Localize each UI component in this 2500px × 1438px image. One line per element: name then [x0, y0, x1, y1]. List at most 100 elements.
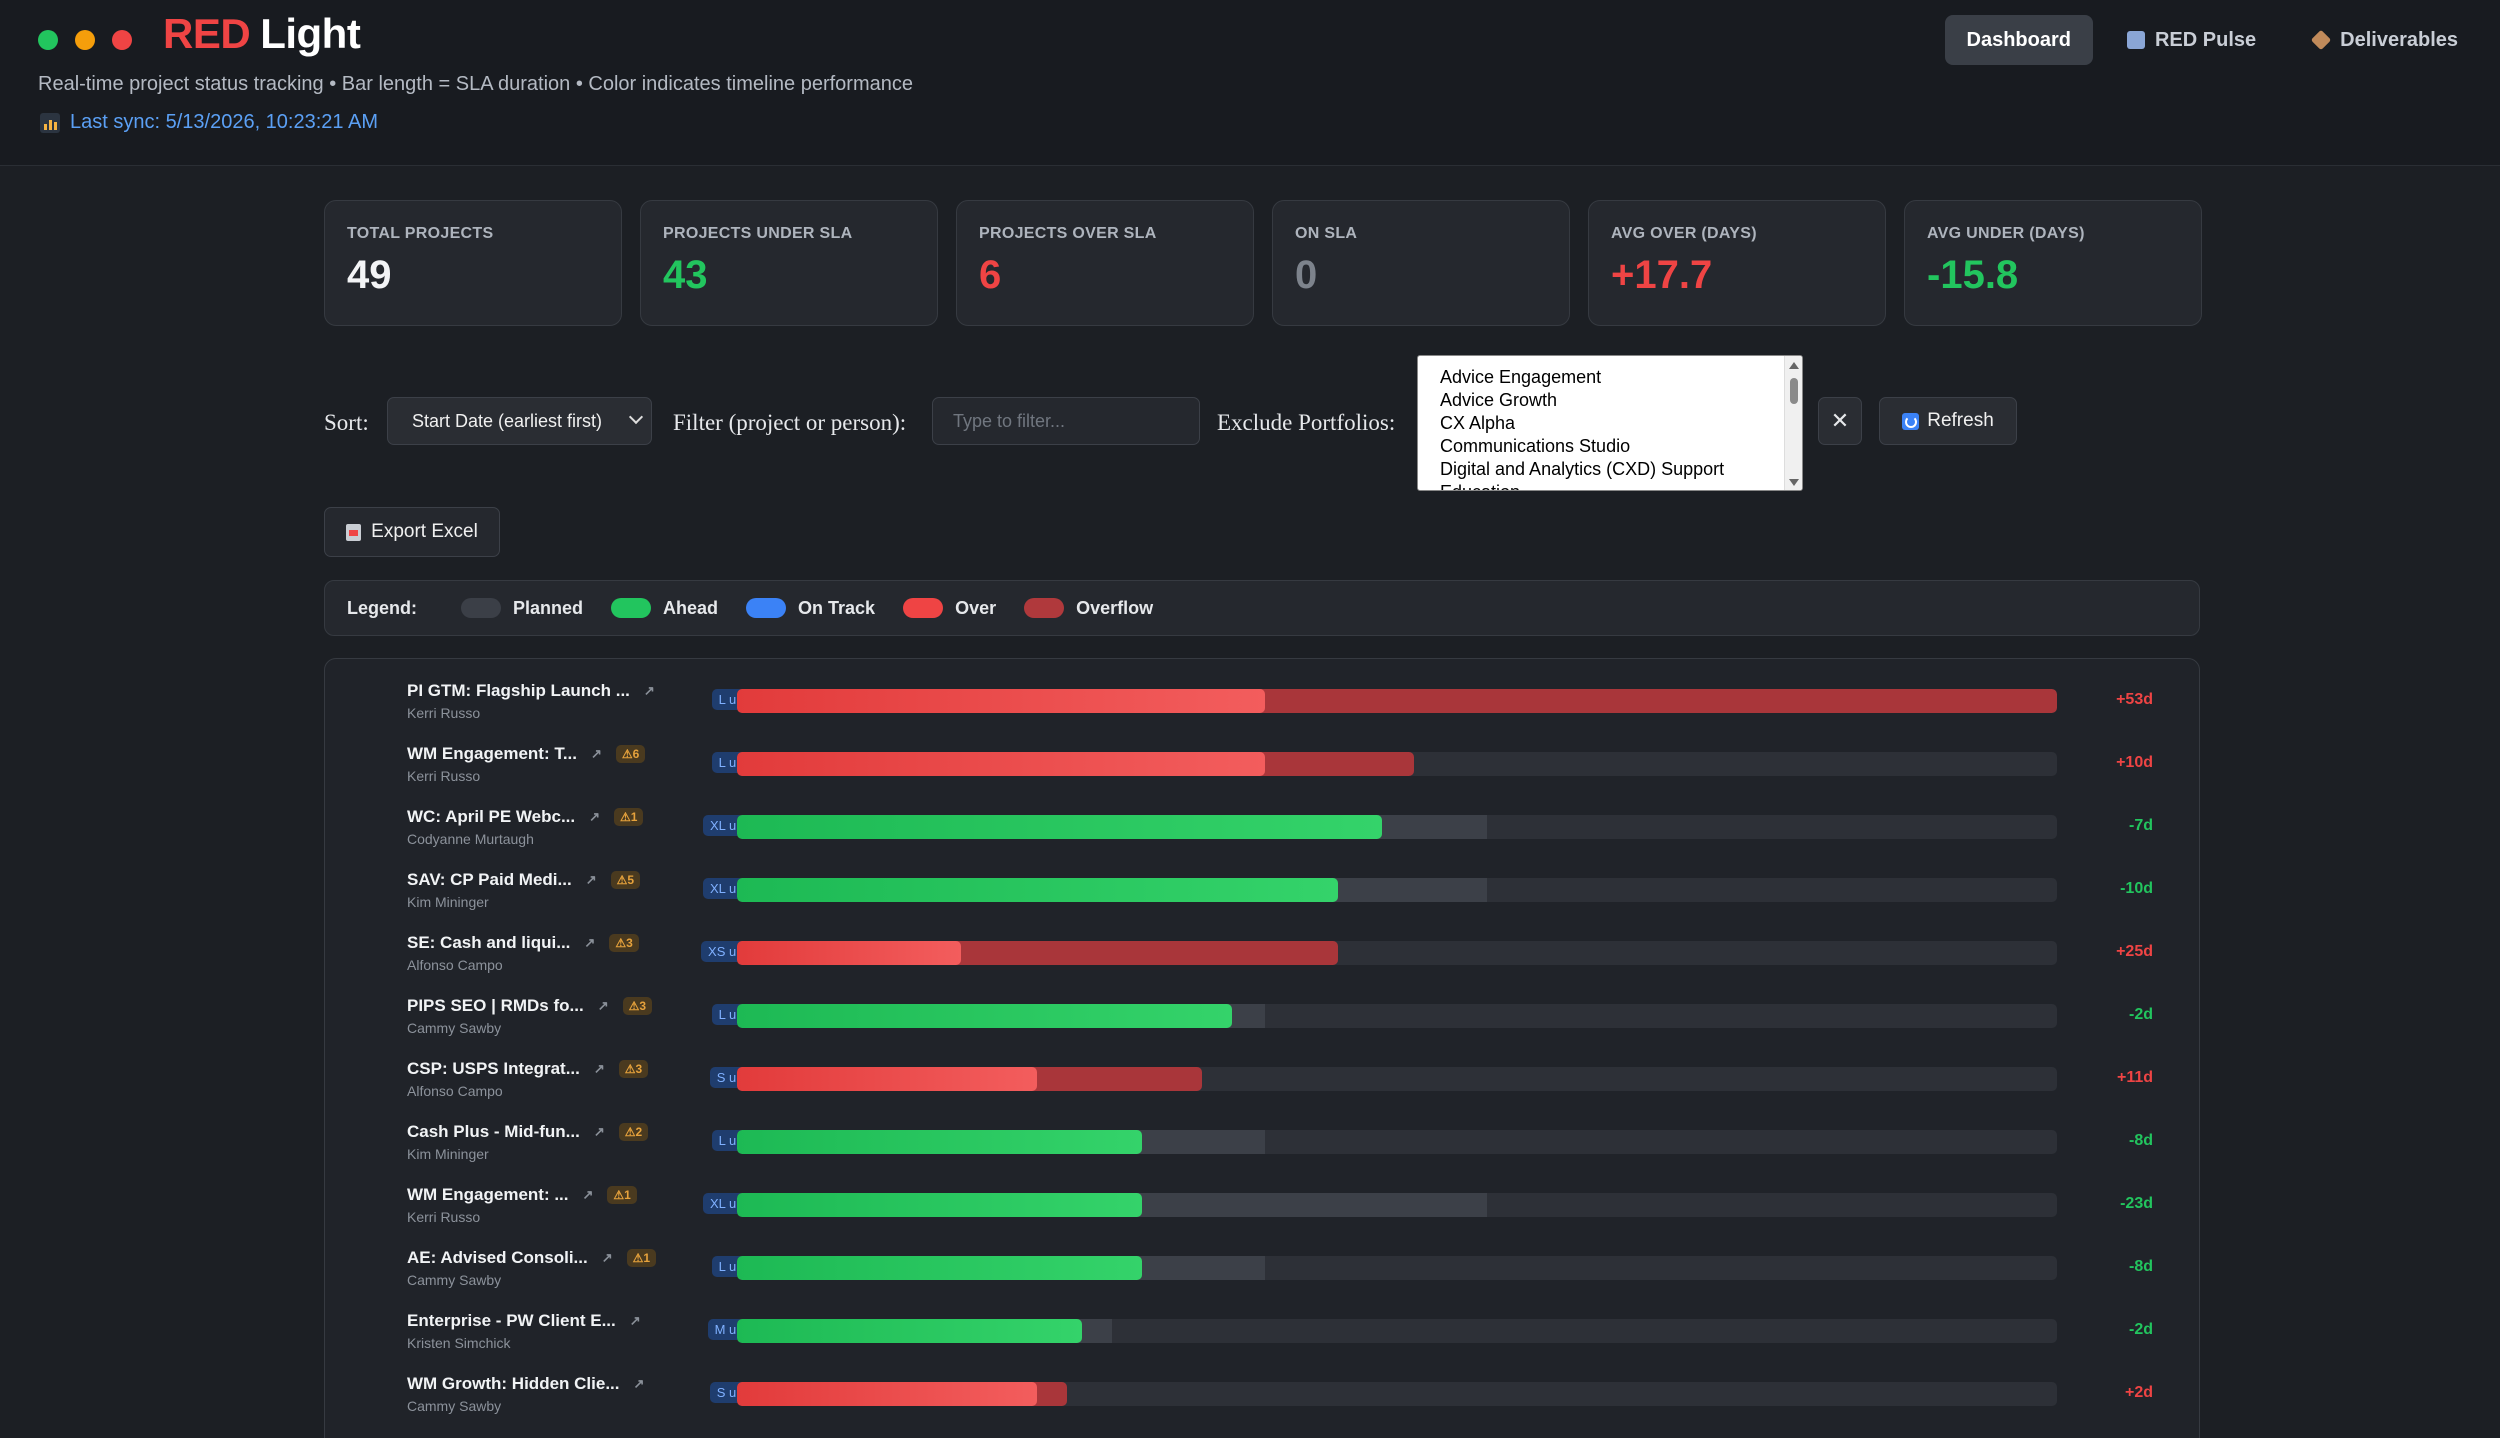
- portfolio-option[interactable]: Education: [1418, 481, 1802, 490]
- bar-ahead: [737, 815, 1382, 839]
- nav-deliverables-label: Deliverables: [2340, 28, 2458, 51]
- listbox-scrollbar[interactable]: [1784, 356, 1802, 490]
- scroll-up-icon[interactable]: [1789, 362, 1799, 369]
- external-link-icon[interactable]: ↗: [591, 746, 602, 761]
- project-row[interactable]: Enterprise - PW Client E... ↗ Kristen Simc…: [325, 1293, 2199, 1356]
- portfolio-option[interactable]: Communications Studio: [1440, 436, 1631, 456]
- external-link-icon[interactable]: ↗: [589, 809, 601, 824]
- timeline-track: [737, 689, 2057, 713]
- project-title[interactable]: WC: April PE Webc... ↗ ⚠1: [407, 807, 644, 827]
- project-owner: Kim Mininger: [407, 894, 489, 910]
- status-dot-red: [112, 30, 132, 50]
- timeline-track: [737, 941, 2057, 965]
- project-title[interactable]: PIPS SEO | RMDs fo... ↗ ⚠3: [407, 996, 653, 1016]
- exclude-portfolios-listbox[interactable]: Advice Engagement Advice Growth CX Alpha…: [1417, 355, 1803, 491]
- filter-placeholder: Type to filter...: [953, 410, 1066, 431]
- project-owner: Codyanne Murtaugh: [407, 831, 534, 847]
- project-owner: Kerri Russo: [407, 705, 481, 721]
- warning-badge: ⚠6: [615, 745, 646, 763]
- external-link-icon[interactable]: ↗: [643, 683, 655, 698]
- timeline-track: [737, 878, 2057, 902]
- sla-delta: +2d: [2124, 1384, 2153, 1401]
- clear-exclusions-button[interactable]: ✕: [1818, 397, 1862, 445]
- external-link-icon[interactable]: ↗: [582, 1187, 594, 1202]
- stat-card-avg-under: Avg Under (Days) -15.8: [1904, 200, 2202, 326]
- legend-item-planned: Planned: [461, 598, 583, 619]
- legend-item-on-track: On Track: [746, 598, 875, 619]
- legend-label: On Track: [798, 597, 876, 618]
- export-excel-button[interactable]: Export Excel: [324, 507, 500, 557]
- stat-label: Total Projects: [347, 225, 494, 242]
- status-dot-amber: [75, 30, 95, 50]
- nav-deliverables[interactable]: Deliverables: [2290, 15, 2480, 65]
- timeline-track: [737, 752, 2057, 776]
- external-link-icon[interactable]: ↗: [597, 998, 609, 1013]
- scroll-down-icon[interactable]: [1789, 479, 1799, 486]
- legend-swatch: [461, 598, 501, 618]
- sort-select[interactable]: Start Date (earliest first): [387, 397, 652, 445]
- sort-select-value: Start Date (earliest first): [412, 410, 603, 431]
- portfolio-option[interactable]: Advice Engagement: [1440, 367, 1602, 387]
- project-title[interactable]: CSP: USPS Integrat... ↗ ⚠3: [407, 1059, 649, 1079]
- external-link-icon[interactable]: ↗: [601, 1250, 613, 1265]
- project-title-text: WM Growth: Hidden Clie...: [407, 1374, 620, 1393]
- exclude-portfolios-label: Exclude Portfolios:: [1217, 410, 1396, 435]
- export-label: Export Excel: [371, 521, 478, 542]
- project-row[interactable]: PI GTM: Flagship Launch ... ↗ Kerri Russo L…: [325, 663, 2199, 726]
- project-title[interactable]: WM Engagement: T... ↗ ⚠6: [407, 744, 646, 764]
- warning-badge: ⚠3: [609, 934, 639, 952]
- project-owner: Kerri Russo: [407, 768, 481, 784]
- external-link-icon[interactable]: ↗: [593, 1061, 605, 1076]
- external-link-icon[interactable]: ↗: [629, 1313, 641, 1328]
- nav-dashboard[interactable]: Dashboard: [1944, 15, 2093, 65]
- timeline-track: [737, 1004, 2057, 1028]
- legend-title: Legend:: [347, 597, 417, 618]
- stat-card-total-projects: Total Projects 49: [324, 200, 622, 326]
- package-icon: [2310, 29, 2332, 51]
- project-title[interactable]: Cash Plus - Mid-fun... ↗ ⚠2: [407, 1122, 649, 1142]
- nav-red-pulse[interactable]: RED Pulse: [2105, 15, 2278, 65]
- project-owner: Kristen Simchick: [407, 1335, 511, 1351]
- portfolio-option[interactable]: Advice Growth: [1440, 390, 1558, 410]
- project-title[interactable]: WM Engagement: ... ↗ ⚠1: [407, 1185, 637, 1205]
- scroll-thumb[interactable]: [1790, 378, 1798, 404]
- project-title[interactable]: SAV: CP Paid Medi... ↗ ⚠5: [407, 870, 641, 890]
- portfolio-option[interactable]: CX Alpha: [1440, 413, 1516, 433]
- project-owner: Alfonso Campo: [407, 957, 503, 973]
- legend: Legend: Planned Ahead On Track Over Over…: [324, 580, 2200, 636]
- timeline-track: [737, 1256, 2057, 1280]
- close-icon: ✕: [1830, 408, 1850, 433]
- project-title[interactable]: SE: Cash and liqui... ↗ ⚠3: [407, 933, 639, 953]
- external-link-icon[interactable]: ↗: [584, 935, 596, 950]
- filter-input[interactable]: Type to filter...: [932, 397, 1200, 445]
- project-row[interactable]: WC: April PE Webc... ↗ ⚠1 Codyanne Murtaugh…: [325, 789, 2199, 852]
- external-link-icon[interactable]: ↗: [585, 872, 597, 887]
- bar-over: [737, 752, 1265, 776]
- project-title-text: PIPS SEO | RMDs fo...: [407, 996, 584, 1015]
- legend-item-overflow: Overflow: [1024, 598, 1153, 619]
- refresh-button[interactable]: Refresh: [1879, 397, 2017, 445]
- project-title[interactable]: PI GTM: Flagship Launch ... ↗: [407, 681, 655, 701]
- stat-value: -15.8: [1927, 253, 2019, 297]
- portfolio-option[interactable]: Digital and Analytics (CXD) Support: [1440, 459, 1725, 479]
- external-link-icon[interactable]: ↗: [593, 1124, 605, 1139]
- project-row[interactable]: SE: Cash and liqui... ↗ ⚠3 Alfonso Campo XS …: [325, 915, 2199, 978]
- project-title-text: Enterprise - PW Client E...: [407, 1311, 616, 1330]
- refresh-label: Refresh: [1927, 410, 1994, 431]
- sla-delta: +53d: [2116, 691, 2153, 708]
- stat-card-under-sla: Projects Under SLA 43: [640, 200, 938, 326]
- project-title[interactable]: Enterprise - PW Client E... ↗: [407, 1311, 641, 1331]
- project-title[interactable]: AE: Advised Consoli... ↗ ⚠1: [407, 1248, 657, 1268]
- timeline-track: [737, 1193, 2057, 1217]
- project-title[interactable]: WM Growth: Hidden Clie... ↗: [407, 1374, 644, 1394]
- project-title-text: CSP: USPS Integrat...: [407, 1059, 580, 1078]
- external-link-icon[interactable]: ↗: [633, 1376, 645, 1391]
